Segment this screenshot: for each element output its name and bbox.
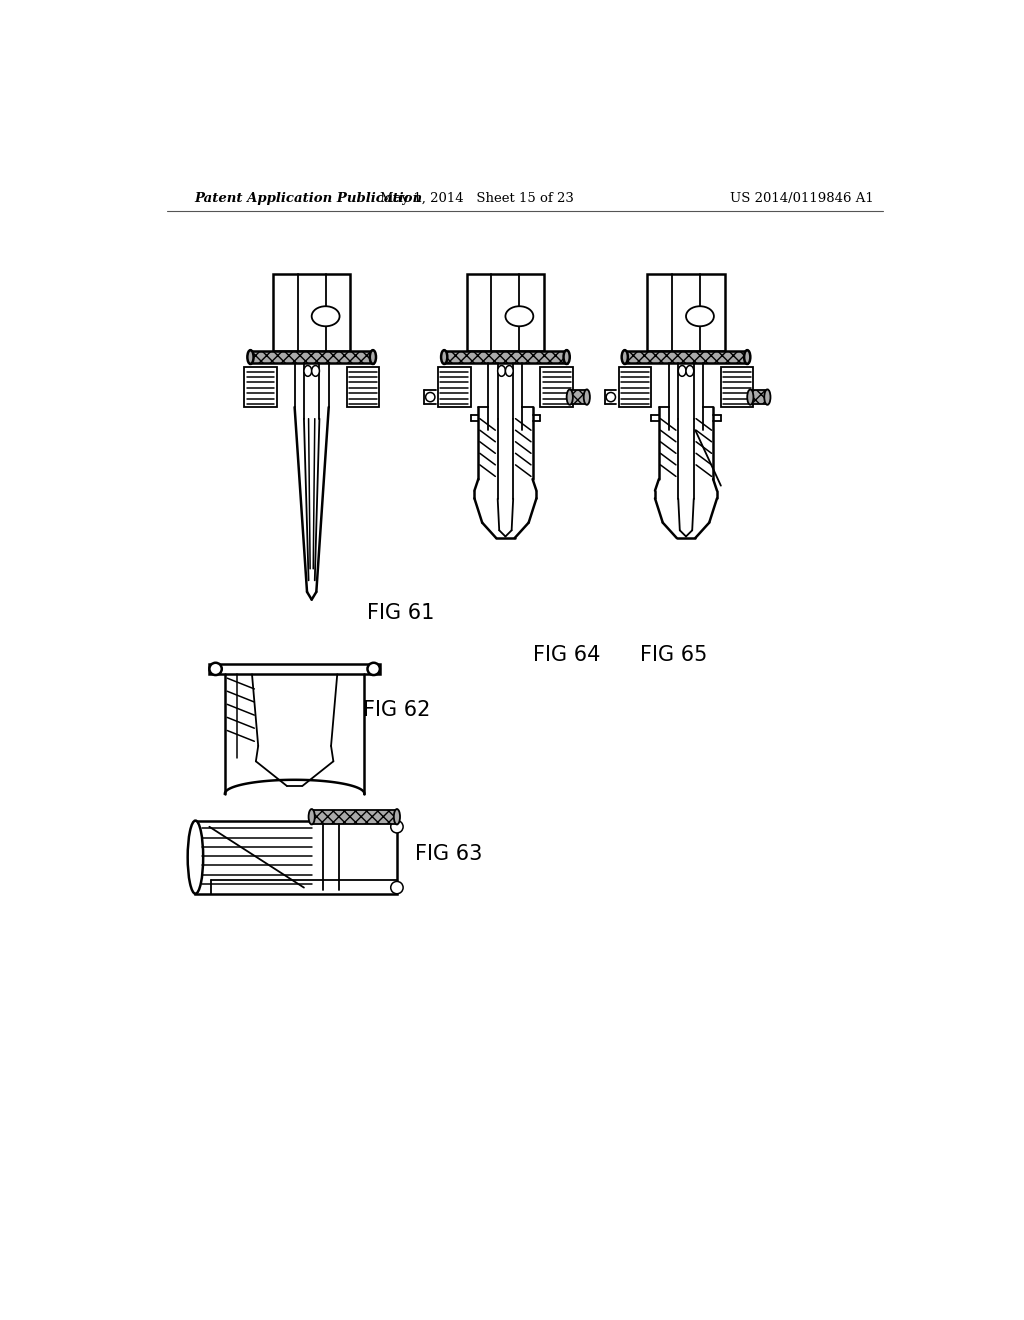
Text: FIG 61: FIG 61 <box>367 603 434 623</box>
Text: US 2014/0119846 A1: US 2014/0119846 A1 <box>730 191 874 205</box>
Ellipse shape <box>566 389 572 405</box>
Ellipse shape <box>311 366 319 376</box>
Text: FIG 62: FIG 62 <box>362 701 430 721</box>
Bar <box>311 810 397 824</box>
Ellipse shape <box>686 366 693 376</box>
Ellipse shape <box>622 350 628 364</box>
Bar <box>625 351 748 363</box>
Ellipse shape <box>563 350 569 364</box>
Text: Patent Application Publication: Patent Application Publication <box>194 191 422 205</box>
Bar <box>346 367 379 407</box>
Bar <box>273 275 350 351</box>
Ellipse shape <box>426 392 435 401</box>
Ellipse shape <box>187 821 203 894</box>
Ellipse shape <box>764 389 770 405</box>
Bar <box>444 351 566 363</box>
Ellipse shape <box>606 392 615 401</box>
Ellipse shape <box>304 366 311 376</box>
Ellipse shape <box>368 663 380 675</box>
Bar <box>196 821 397 894</box>
Ellipse shape <box>506 366 513 376</box>
Ellipse shape <box>441 350 447 364</box>
Bar <box>251 351 373 363</box>
Bar <box>467 275 544 351</box>
Text: FIG 63: FIG 63 <box>415 843 482 863</box>
Ellipse shape <box>311 306 340 326</box>
Text: FIG 65: FIG 65 <box>640 645 707 665</box>
Ellipse shape <box>744 350 751 364</box>
Ellipse shape <box>748 389 754 405</box>
Ellipse shape <box>391 882 403 894</box>
Text: May 1, 2014   Sheet 15 of 23: May 1, 2014 Sheet 15 of 23 <box>380 191 573 205</box>
Ellipse shape <box>308 809 314 825</box>
Ellipse shape <box>498 366 506 376</box>
Bar <box>245 367 276 407</box>
Ellipse shape <box>506 306 534 326</box>
Bar <box>721 367 754 407</box>
Bar <box>541 367 572 407</box>
Ellipse shape <box>248 350 254 364</box>
Bar <box>209 664 380 675</box>
Ellipse shape <box>686 306 714 326</box>
Ellipse shape <box>391 821 403 833</box>
Text: FIG 64: FIG 64 <box>534 645 601 665</box>
Bar <box>751 391 767 404</box>
Ellipse shape <box>584 389 590 405</box>
Ellipse shape <box>209 663 222 675</box>
Ellipse shape <box>394 809 400 825</box>
Bar <box>618 367 651 407</box>
Ellipse shape <box>678 366 686 376</box>
Ellipse shape <box>370 350 376 364</box>
Bar <box>569 391 587 404</box>
Bar <box>438 367 471 407</box>
Bar <box>647 275 725 351</box>
